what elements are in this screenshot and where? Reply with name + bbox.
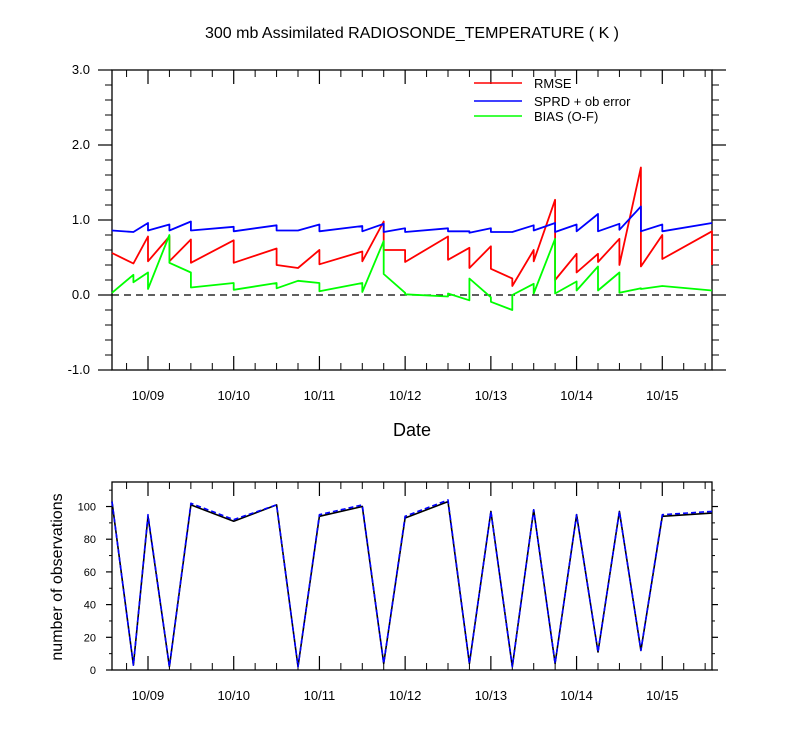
- y-tick-label: 3.0: [72, 62, 90, 77]
- y-tick-label: 0.0: [72, 287, 90, 302]
- legend-label-bias: BIAS (O-F): [534, 109, 598, 124]
- x-tick-label: 10/11: [304, 688, 336, 703]
- y-tick-label: 100: [78, 502, 96, 514]
- y-tick-label: 40: [84, 600, 96, 612]
- y-tick-label: 0: [90, 665, 96, 677]
- y-tick-label: 1.0: [72, 212, 90, 227]
- temperature-chart: 10/09 10/10 10/11 10/12 10/13 10/14 10/15 -1.0 0…: [68, 62, 726, 403]
- x-tick-label: 10/10: [217, 688, 250, 703]
- x-tick-label: 10/12: [389, 388, 422, 403]
- y-tick-label: -1.0: [68, 362, 90, 377]
- obs-line-dashed: [111, 499, 713, 668]
- chart-title: 300 mb Assimilated RADIOSONDE_TEMPERATUR…: [205, 25, 619, 42]
- x-tick-label: 10/13: [475, 388, 508, 403]
- y-tick-label: 60: [84, 567, 96, 579]
- series-line-rmse: [111, 166, 713, 287]
- y-tick-label: 20: [84, 632, 96, 644]
- x-axis-label: Date: [393, 420, 431, 440]
- series-line-bias-o-f-: [111, 234, 713, 311]
- legend-label-rmse: RMSE: [534, 76, 572, 91]
- x-tick-label: 10/11: [304, 388, 336, 403]
- plot-frame: [111, 69, 713, 371]
- series-line-sprd-ob-error: [111, 205, 713, 234]
- x-tick-label: 10/10: [217, 388, 250, 403]
- legend: RMSE SPRD + ob error BIAS (O-F): [474, 76, 631, 124]
- x-tick-label: 10/12: [389, 688, 422, 703]
- x-tick-label: 10/15: [646, 688, 679, 703]
- plot-frame: [111, 481, 713, 671]
- observations-chart: 10/09 10/10 10/11 10/12 10/13 10/14 10/15 0 20 40…: [78, 481, 718, 703]
- x-tick-label: 10/09: [132, 688, 165, 703]
- obs-line-solid: [111, 500, 713, 668]
- x-tick-label: 10/14: [560, 688, 593, 703]
- legend-label-sprd: SPRD + ob error: [534, 94, 631, 109]
- x-tick-label: 10/13: [475, 688, 508, 703]
- x-tick-label: 10/09: [132, 388, 165, 403]
- x-tick-label: 10/15: [646, 388, 679, 403]
- y-tick-label: 2.0: [72, 137, 90, 152]
- x-tick-label: 10/14: [560, 388, 593, 403]
- y-axis-label-observations: number of observations: [49, 493, 66, 660]
- y-tick-label: 80: [84, 534, 96, 546]
